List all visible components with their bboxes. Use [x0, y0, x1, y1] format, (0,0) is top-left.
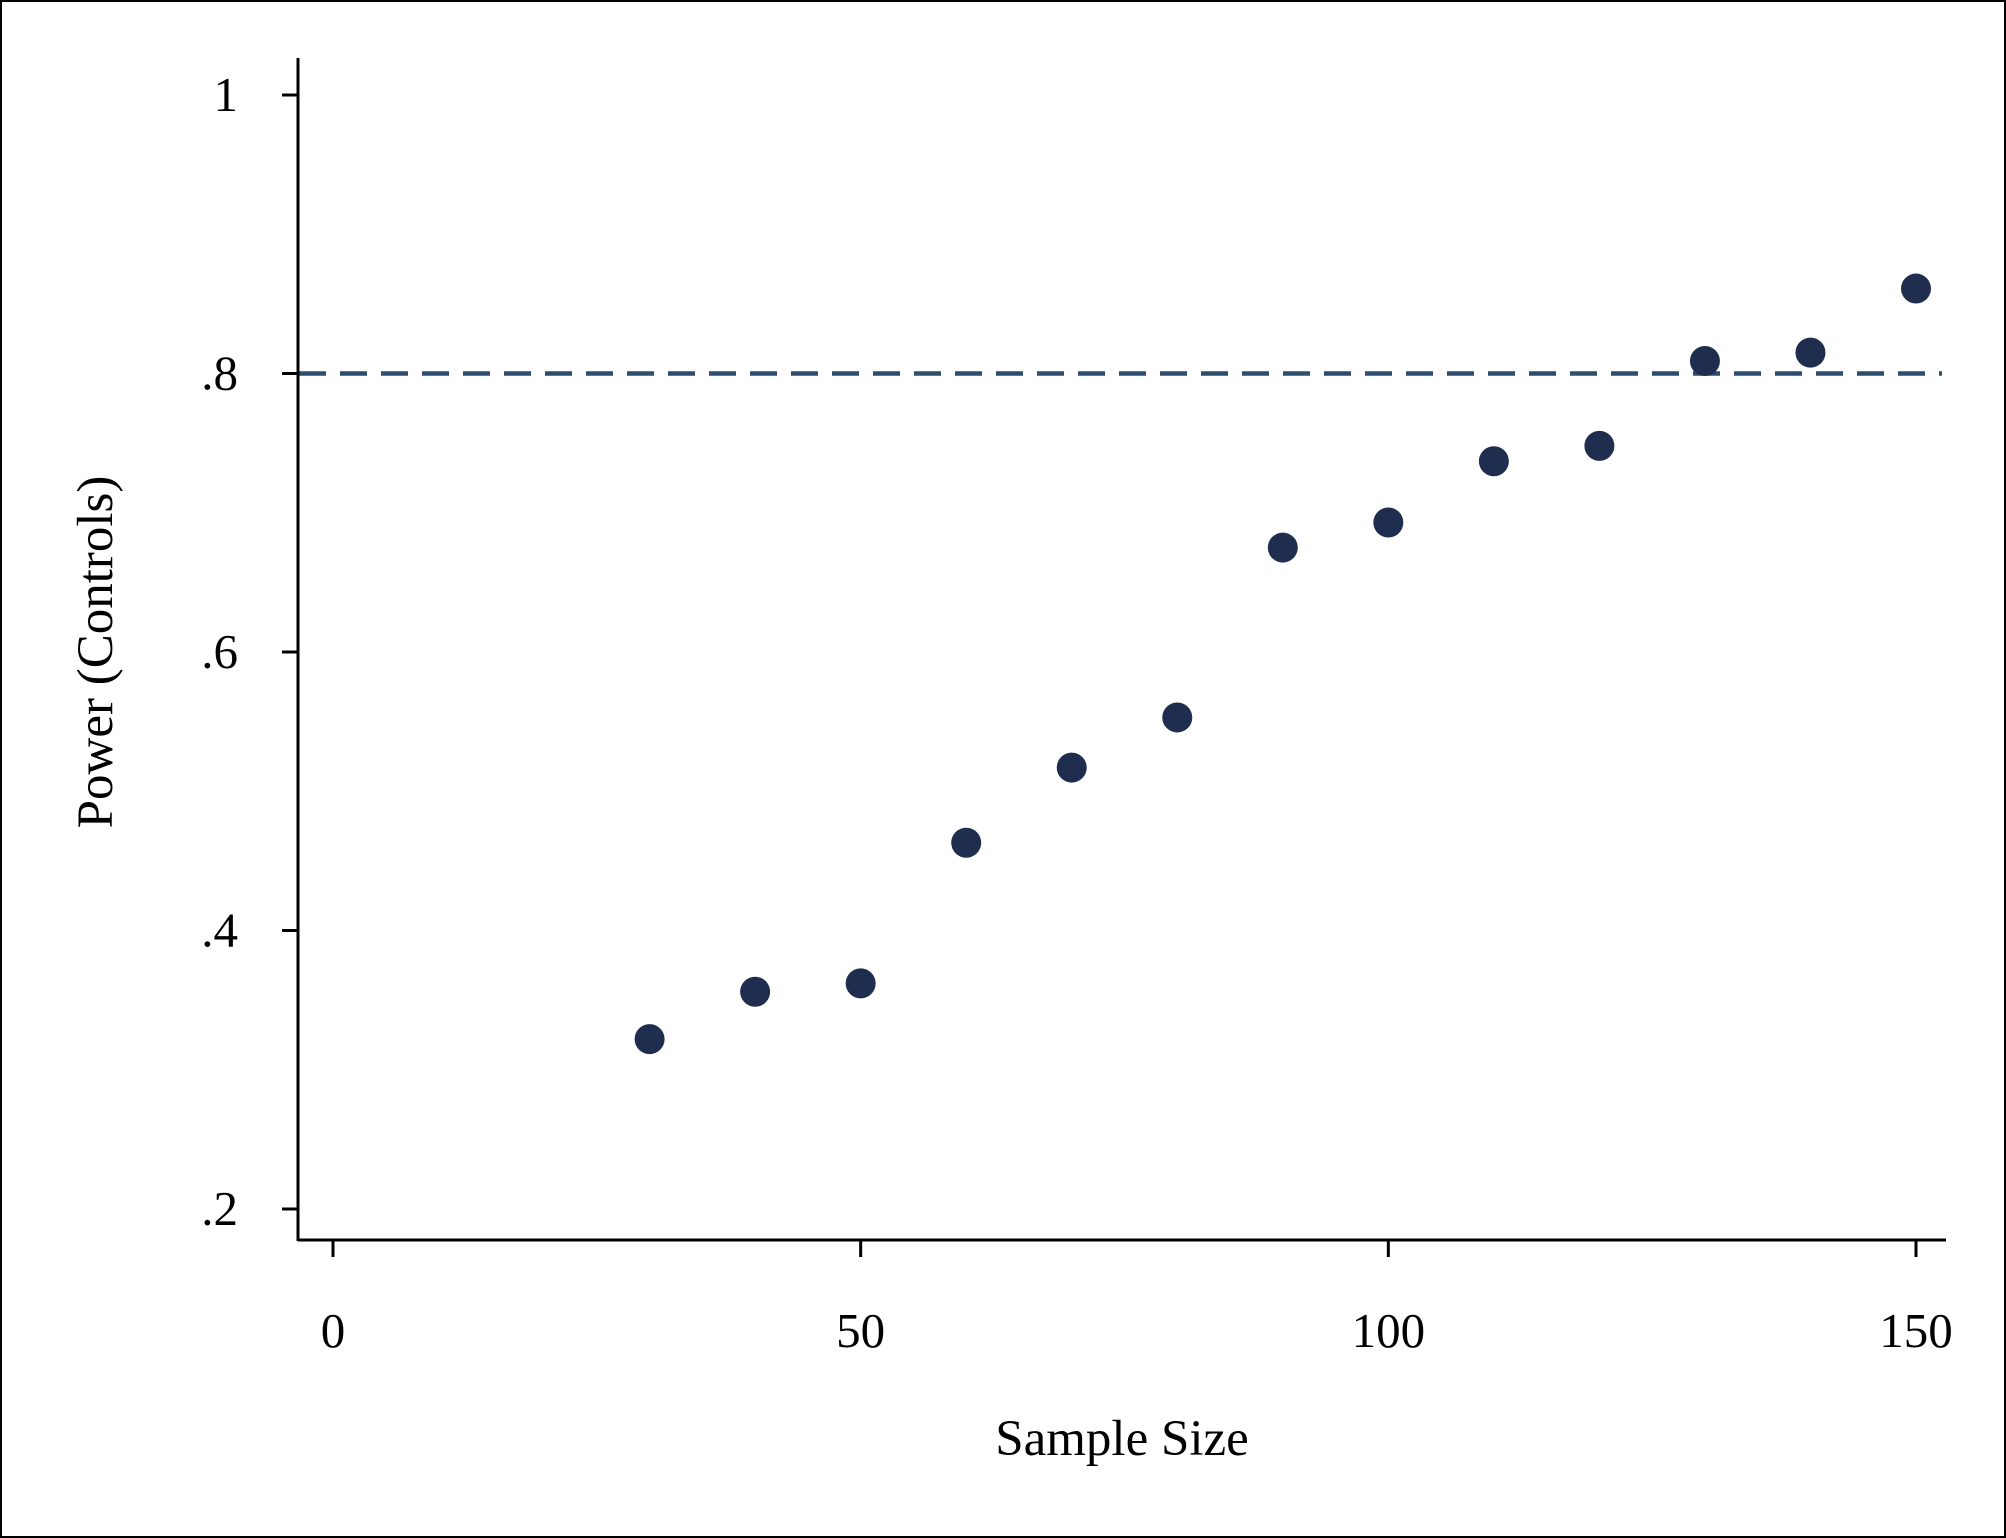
y-tick-label: .2 [201, 1181, 238, 1236]
x-tick-label: 150 [1879, 1303, 1953, 1358]
y-tick-label: .8 [201, 346, 238, 401]
data-point [1373, 507, 1404, 538]
x-ticks: 0 50 100 150 [321, 1240, 1953, 1358]
data-point [845, 968, 876, 999]
data-point [1267, 532, 1298, 563]
y-axis-title: Power (Controls) [68, 476, 124, 829]
y-tick-label: .4 [201, 903, 238, 958]
axes-layer [296, 58, 1946, 1242]
data-point [1056, 752, 1087, 783]
y-ticks: .2 .4 .6 .8 1 [201, 67, 298, 1236]
data-points [634, 273, 1931, 1055]
x-axis-title: Sample Size [995, 1411, 1249, 1467]
data-point [740, 976, 771, 1007]
x-tick-label: 100 [1352, 1303, 1426, 1358]
y-tick-label: 1 [214, 67, 239, 122]
x-tick-label: 0 [321, 1303, 346, 1358]
y-tick-label: .6 [201, 624, 238, 679]
data-point [1162, 702, 1193, 733]
x-tick-label: 50 [836, 1303, 885, 1358]
data-point [1478, 446, 1509, 477]
data-point [634, 1024, 665, 1055]
data-point [951, 827, 982, 858]
data-point [1795, 337, 1826, 368]
data-point [1584, 430, 1615, 461]
data-point [1689, 345, 1720, 376]
data-point [1901, 273, 1931, 304]
